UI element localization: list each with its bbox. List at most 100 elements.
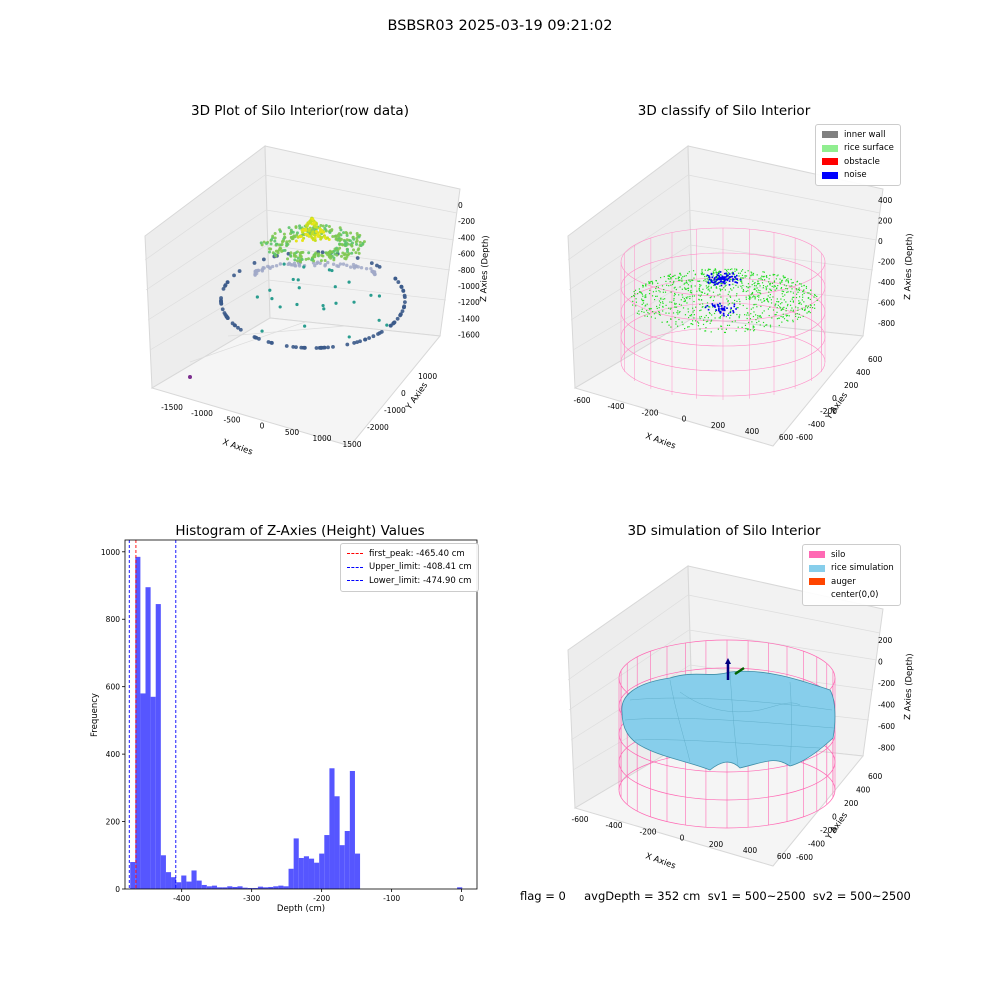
rice-surface-point xyxy=(799,301,801,304)
rice-surface-point xyxy=(781,280,783,282)
rice-surface-point xyxy=(805,306,807,308)
rice-surface-point xyxy=(809,304,812,306)
rice-surface-point xyxy=(701,291,703,293)
rice-surface-point xyxy=(663,288,665,291)
rice-surface-point xyxy=(744,324,747,326)
rice-surface-point xyxy=(670,291,672,293)
histogram-bar xyxy=(263,887,269,889)
rice-surface-point xyxy=(757,291,759,293)
data-point xyxy=(307,229,311,233)
histogram-bar xyxy=(217,887,223,889)
data-point xyxy=(220,307,225,312)
rice-surface-point xyxy=(741,274,744,276)
data-point xyxy=(359,265,364,270)
rice-surface-point xyxy=(739,314,741,316)
data-point xyxy=(314,229,318,233)
data-point xyxy=(339,254,343,258)
auger-marker xyxy=(734,666,745,676)
data-point xyxy=(260,269,265,273)
rice-surface-point xyxy=(769,274,771,277)
rice-surface-point xyxy=(679,286,681,288)
legend-item-center: center(0,0) xyxy=(809,589,894,603)
rice-surface-point xyxy=(754,282,756,284)
rice-surface-point xyxy=(750,297,752,299)
rice-surface-point xyxy=(779,303,782,305)
histogram-vlines xyxy=(128,540,177,889)
rice-surface-point xyxy=(773,286,775,288)
rice-surface-point xyxy=(799,283,801,285)
data-point xyxy=(270,238,274,242)
noise-point xyxy=(707,282,710,284)
noise-point xyxy=(723,308,726,310)
histogram-bar xyxy=(181,875,187,889)
data-point xyxy=(330,268,334,273)
legend-label: rice simulation xyxy=(831,563,894,574)
histogram-bar xyxy=(298,857,304,889)
rice-surface-point xyxy=(782,295,784,297)
data-point xyxy=(326,345,330,350)
rice-surface-point xyxy=(678,311,680,314)
y-tick-label: -600 xyxy=(796,433,813,442)
rice-surface-point xyxy=(801,294,804,296)
histogram-bar xyxy=(314,862,320,889)
rice-surface-point xyxy=(707,279,709,281)
rice-surface-point xyxy=(762,276,764,278)
rice-surface-point xyxy=(768,283,771,285)
rice-surface-point xyxy=(802,296,804,298)
rice-surface-point xyxy=(756,287,758,289)
rice-surface-point xyxy=(664,291,667,293)
data-point xyxy=(401,288,406,293)
histogram-bar xyxy=(283,886,289,889)
rice-surface-point xyxy=(768,291,770,293)
rice-surface-point xyxy=(735,268,738,270)
histogram-bar xyxy=(227,886,233,889)
rice-surface-point xyxy=(767,300,769,302)
data-point xyxy=(265,264,270,269)
rice-surface-point xyxy=(671,283,674,286)
rice-surface-point xyxy=(812,307,814,309)
rice-surface-point xyxy=(801,307,803,309)
rice-surface-point xyxy=(699,316,701,318)
noise-point xyxy=(733,305,736,308)
data-point xyxy=(297,286,301,290)
rice-surface-point xyxy=(709,281,711,284)
data-point xyxy=(334,301,338,305)
rice-surface-point xyxy=(674,293,676,296)
data-point xyxy=(296,278,300,282)
rice-surface-point xyxy=(687,289,689,292)
data-point xyxy=(318,227,322,231)
data-point xyxy=(395,316,400,321)
rice-surface-point xyxy=(684,288,686,290)
data-point xyxy=(331,234,335,238)
rice-surface-point xyxy=(649,308,651,310)
rice-surface-point xyxy=(676,311,678,314)
noise-point xyxy=(720,280,722,283)
data-point xyxy=(326,260,330,265)
noise-point xyxy=(717,305,719,307)
rice-surface-point xyxy=(648,283,650,285)
noise-point xyxy=(720,279,722,281)
rice-surface-point xyxy=(648,292,651,295)
rice-surface-point xyxy=(655,287,657,290)
histogram-bar xyxy=(344,831,350,889)
rice-surface-point xyxy=(742,289,744,291)
rice-surface-point xyxy=(777,301,779,303)
rice-surface-point xyxy=(678,276,680,278)
noise-point xyxy=(711,276,714,279)
rice-surface-point xyxy=(708,268,710,271)
rice-surface-point xyxy=(727,276,729,278)
data-point xyxy=(318,345,323,350)
data-point xyxy=(348,265,353,269)
rice-surface-point xyxy=(641,308,643,310)
histogram-bar xyxy=(278,885,284,889)
rice-surface-point xyxy=(797,316,800,318)
rice-surface-point xyxy=(684,300,686,302)
rice-surface-point xyxy=(651,283,654,285)
data-point xyxy=(278,305,282,309)
rice-surface-point xyxy=(725,315,727,318)
y-tick-label: -400 xyxy=(808,840,825,849)
rice-surface-point xyxy=(787,320,789,322)
data-point xyxy=(300,257,304,261)
histogram-bar xyxy=(130,862,136,889)
noise-point xyxy=(718,307,720,310)
